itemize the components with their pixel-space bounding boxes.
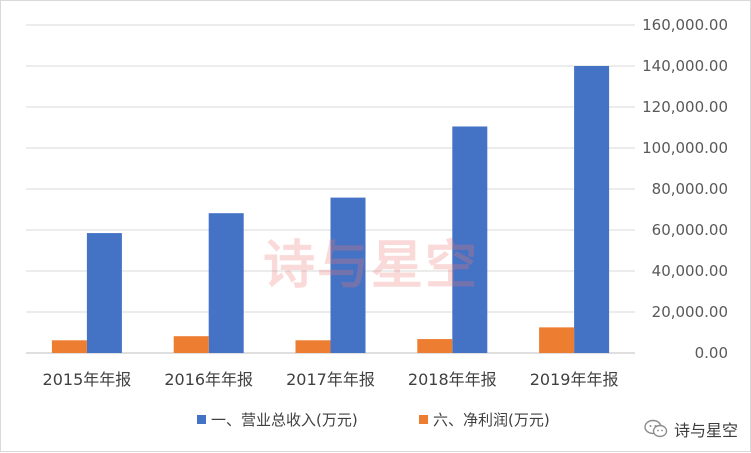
x-category-label: 2019年年报 [530, 370, 619, 389]
bars [51, 66, 610, 353]
brand-text: 诗与星空 [673, 421, 738, 440]
y-tick-label: 0.00 [695, 344, 728, 362]
y-tick-label: 100,000.00 [642, 139, 728, 157]
y-tick-label: 40,000.00 [652, 262, 728, 280]
legend-swatch [419, 415, 428, 424]
x-category-label: 2015年年报 [43, 370, 132, 389]
net-profit-bar [51, 340, 87, 353]
legend-label: 一、营业总收入(万元) [211, 411, 358, 429]
net-profit-bar [417, 339, 453, 353]
revenue-bar [330, 197, 366, 353]
net-profit-bar [173, 336, 209, 353]
legend-swatch [197, 415, 206, 424]
x-axis-categories: 2015年年报 2016年年报 2017年年报 2018年年报 2019年年报 [43, 370, 619, 389]
revenue-bar [574, 66, 610, 353]
revenue-bar [208, 213, 244, 353]
x-category-label: 2018年年报 [408, 370, 497, 389]
revenue-bar [452, 126, 488, 353]
y-axis-ticks: 0.00 20,000.00 40,000.00 60,000.00 80,000.00… [642, 16, 728, 362]
y-tick-label: 120,000.00 [642, 98, 728, 116]
net-profit-bar [295, 340, 331, 353]
revenue-bar [86, 233, 122, 353]
x-category-label: 2016年年报 [164, 370, 253, 389]
watermark: 诗与星空 [263, 236, 479, 296]
net-profit-bar [539, 327, 575, 353]
x-category-label: 2017年年报 [286, 370, 375, 389]
legend-label: 六、净利润(万元) [433, 411, 550, 429]
y-tick-label: 160,000.00 [642, 16, 728, 34]
y-tick-label: 80,000.00 [652, 180, 728, 198]
y-tick-label: 20,000.00 [652, 303, 728, 321]
gridlines [26, 24, 635, 354]
y-tick-label: 60,000.00 [652, 221, 728, 239]
y-tick-label: 140,000.00 [642, 57, 728, 75]
legend: 一、营业总收入(万元) 六、净利润(万元) [197, 411, 550, 429]
brand-label: 诗与星空 [644, 417, 738, 441]
wechat-icon [644, 419, 668, 438]
